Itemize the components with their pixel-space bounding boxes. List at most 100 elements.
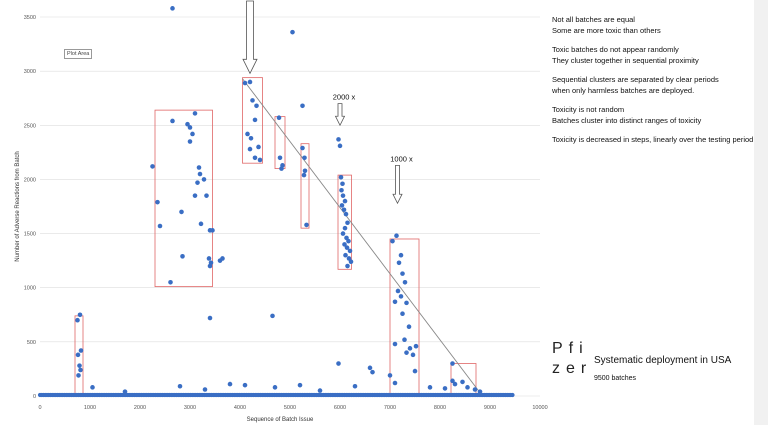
y-tick-label: 3500 [24, 15, 36, 21]
x-tick-label: 9000 [484, 405, 496, 411]
data-point [247, 79, 253, 85]
data-point [206, 256, 212, 261]
data-point [394, 233, 399, 239]
data-point [256, 144, 261, 150]
data-point [277, 155, 283, 161]
note-line: Toxicity is not random [552, 105, 625, 114]
data-point [75, 317, 80, 323]
y-tick-label: 500 [27, 340, 36, 346]
data-point [336, 361, 341, 366]
data-point [370, 369, 375, 375]
data-point [344, 245, 350, 250]
data-point [75, 352, 81, 358]
data-point [395, 288, 401, 294]
data-point [337, 143, 343, 149]
cluster-box [450, 363, 477, 397]
x-axis-title: Sequence of Batch Issue [247, 417, 314, 423]
data-point [398, 252, 404, 258]
data-point [442, 386, 448, 391]
data-point [155, 199, 160, 205]
data-point [270, 313, 275, 319]
x-tick-label: 4000 [234, 405, 246, 411]
data-point [252, 117, 258, 123]
data-point [402, 280, 408, 285]
y-axis-title: Number of Adverse Reactions from Batch [15, 151, 21, 261]
data-point [247, 146, 253, 152]
data-point [254, 103, 259, 109]
brand-line-1: Pfi [552, 340, 589, 357]
data-point [170, 6, 175, 11]
data-point [450, 361, 455, 366]
y-tick-label: 3000 [24, 69, 36, 75]
data-point [396, 260, 402, 266]
cluster-box [242, 77, 263, 164]
data-point [342, 242, 347, 247]
baseline-point [510, 392, 515, 398]
arrow-icon [334, 103, 346, 127]
data-point [290, 29, 295, 35]
data-point [250, 98, 255, 103]
data-point [345, 220, 350, 226]
data-point [300, 145, 305, 151]
data-point [340, 193, 346, 198]
x-tick-label: 6000 [334, 405, 346, 411]
data-point [192, 111, 198, 116]
data-point [77, 363, 82, 368]
y-tick-label: 2500 [24, 123, 36, 129]
plot-area-label: Plot Area [64, 49, 93, 59]
data-point [192, 193, 198, 198]
data-point [340, 231, 346, 236]
deployment-title: Systematic deployment in USA [594, 355, 732, 366]
data-point [297, 382, 303, 388]
x-tick-label: 2000 [134, 405, 146, 411]
data-point [202, 387, 208, 392]
data-point [257, 157, 263, 163]
data-point [196, 165, 202, 170]
data-point [412, 368, 418, 374]
data-point [460, 379, 465, 385]
note-line: Sequential clusters are separated by cle… [552, 75, 719, 84]
data-point [400, 311, 405, 317]
x-tick-label: 3000 [184, 405, 196, 411]
data-point [452, 381, 458, 387]
arrow-icon [392, 164, 403, 205]
data-point [301, 172, 307, 178]
x-tick-label: 10000 [532, 405, 547, 411]
data-point [465, 385, 470, 390]
data-point [78, 348, 84, 353]
x-tick-label: 0 [38, 405, 41, 411]
data-point [472, 387, 478, 392]
data-point [204, 193, 209, 198]
data-point [348, 259, 354, 265]
data-point [413, 343, 419, 349]
data-point [78, 367, 83, 373]
data-point [279, 166, 284, 171]
data-point [404, 300, 409, 306]
cluster-box [274, 116, 286, 169]
data-point [477, 389, 483, 394]
data-point [367, 365, 373, 371]
data-point [302, 155, 307, 161]
right-edge-strip [754, 0, 768, 425]
data-point [345, 263, 350, 269]
data-point [342, 225, 348, 231]
note-line: when only harmless batches are deployed. [552, 86, 695, 95]
data-point [339, 203, 345, 208]
data-point [400, 271, 405, 276]
cluster-box [154, 109, 213, 288]
deployment-subtitle: 9500 batches [594, 375, 637, 382]
data-point [201, 177, 207, 182]
data-point [242, 80, 248, 86]
data-point [242, 382, 248, 388]
x-tick-label: 8000 [434, 405, 446, 411]
data-point [339, 187, 344, 193]
data-point [390, 238, 395, 244]
data-point [227, 381, 233, 387]
y-tick-label: 0 [33, 394, 36, 400]
data-point [190, 131, 195, 137]
data-point [245, 131, 250, 137]
note-line: Toxic batches do not appear randomly [552, 45, 679, 54]
data-point [392, 380, 398, 386]
data-point [177, 383, 183, 389]
